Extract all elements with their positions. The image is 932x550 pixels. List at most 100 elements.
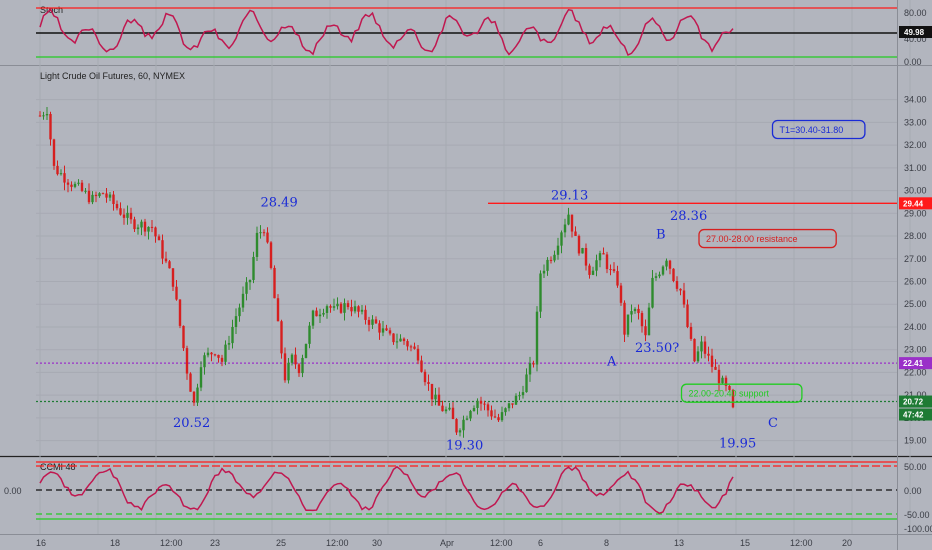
candle-body	[714, 366, 717, 370]
candle-body	[360, 309, 364, 312]
price-tick-label: 21.00	[904, 390, 927, 400]
time-tick-label: 23	[210, 538, 220, 548]
annotation-box-text: 27.00-28.00 resistance	[706, 234, 798, 244]
wave-label: 28.49	[261, 195, 298, 210]
candle-body	[87, 190, 91, 203]
candle-body	[658, 274, 661, 277]
candle-body	[598, 253, 602, 261]
candle-body	[672, 268, 675, 281]
candle-body	[154, 227, 157, 237]
candle-body	[38, 115, 42, 117]
annotations: 28.49 20.52 19.30 29.13 28.36 B 23.50? A C 19.95 T…	[173, 119, 866, 454]
time-axis[interactable]: 16 18 12:00 23 25 12:00 30 Apr 12:00 6 8 13 15 12:00 2…	[36, 538, 852, 548]
candle-body	[542, 270, 546, 274]
candle-body	[710, 355, 714, 367]
candle-body	[395, 341, 399, 343]
candle-body	[532, 363, 535, 365]
candle-body	[56, 165, 59, 175]
candle-body	[413, 346, 416, 349]
price-tag-resistance	[899, 197, 932, 210]
grid	[36, 0, 911, 534]
candle-body	[577, 235, 581, 254]
candle-body	[668, 260, 672, 269]
candle-body	[276, 298, 280, 322]
annotation-box	[771, 119, 866, 140]
countdown-tag	[899, 408, 932, 421]
countdown-text: 47:42	[903, 411, 924, 420]
candle-body	[49, 114, 52, 140]
stoch-value-text: 49.98	[904, 28, 925, 37]
candle-body	[84, 190, 87, 192]
candle-body	[105, 193, 108, 198]
price-tick-label: 31.00	[904, 163, 927, 173]
candle-body	[588, 265, 591, 275]
candle-body	[434, 394, 437, 400]
candle-body	[630, 311, 633, 315]
price-tick-label: 30.00	[904, 186, 927, 196]
candle-body	[259, 232, 262, 234]
candle-body	[619, 285, 623, 303]
candle-body	[283, 353, 287, 381]
wave-label: 20.52	[173, 416, 210, 431]
candle-body	[563, 224, 567, 233]
candle-body	[535, 311, 539, 365]
candle-body	[374, 319, 378, 324]
candle-body	[399, 338, 402, 342]
candle-body	[252, 256, 255, 280]
candle-body	[721, 377, 724, 384]
price-axis[interactable]: 34.00 33.00 32.00 31.00 30.00 29.00 28.00 27.00…	[904, 95, 927, 446]
candle-body	[269, 242, 273, 268]
candle-body	[609, 269, 612, 271]
candle-body	[266, 232, 269, 243]
price-tag-last	[899, 395, 932, 408]
candle-body	[196, 387, 199, 403]
candle-body	[294, 354, 297, 365]
candle-body	[437, 394, 441, 406]
candle-body	[161, 240, 164, 259]
candle-body	[378, 323, 381, 333]
stoch-tick-low: 0.00	[904, 57, 922, 67]
candle-body	[77, 182, 80, 184]
candle-body	[59, 173, 63, 175]
candle-body	[451, 407, 455, 420]
price-tick-label: 23.00	[904, 345, 927, 355]
candle-body	[297, 364, 301, 374]
candle-body	[528, 363, 532, 375]
candle-body	[227, 343, 231, 345]
candle-body	[479, 400, 483, 404]
candle-body	[504, 408, 507, 413]
candle-body	[525, 374, 528, 393]
candle-body	[168, 261, 171, 269]
candle-body	[654, 276, 658, 278]
candle-body	[126, 212, 129, 218]
price-tick-label: 26.00	[904, 277, 927, 287]
price-tag-text-resistance: 29.44	[903, 199, 924, 208]
annotation-box	[680, 383, 803, 403]
candle-body	[290, 354, 294, 363]
candle-body	[595, 260, 598, 271]
candle-body	[612, 269, 616, 272]
candle-body	[521, 392, 525, 396]
wave-label: B	[656, 227, 666, 242]
candle-body	[406, 341, 409, 347]
time-tick-label: 8	[604, 538, 609, 548]
candle-body	[171, 268, 175, 287]
candle-body	[539, 273, 542, 312]
time-tick-label: 12:00	[160, 538, 183, 548]
time-tick-label: 30	[372, 538, 382, 548]
wave-label: 19.95	[719, 436, 756, 451]
candle-body	[329, 306, 332, 308]
candle-body	[490, 410, 493, 417]
candle-body	[273, 267, 276, 299]
candle-body	[357, 306, 360, 312]
candle-body	[574, 231, 577, 236]
candle-body	[651, 277, 654, 308]
candle-body	[427, 382, 430, 384]
candle-body	[665, 260, 668, 267]
price-tick-label: 22.00	[904, 367, 927, 377]
candle-body	[353, 306, 357, 312]
candle-body	[108, 194, 112, 198]
candle-body	[189, 373, 192, 392]
candle-body	[73, 183, 77, 187]
candle-body	[203, 355, 206, 368]
